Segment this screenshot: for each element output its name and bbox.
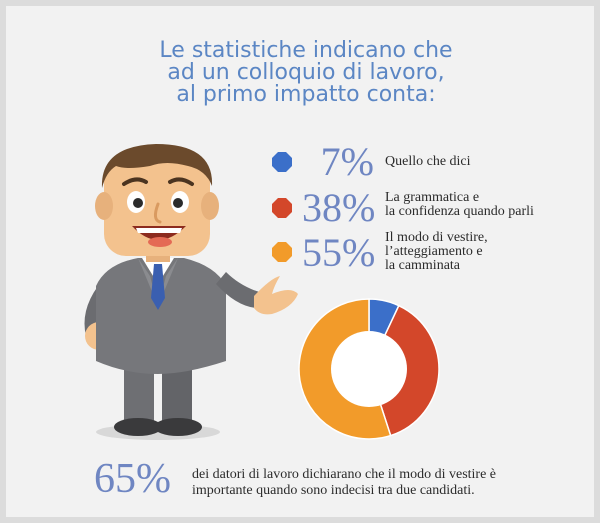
title-line-2: ad un colloquio di lavoro, bbox=[167, 60, 445, 85]
stat-percent: 55% bbox=[302, 230, 376, 275]
stat-description: Quello che dici bbox=[385, 155, 471, 169]
stat-description-line: Il modo di vestire, bbox=[385, 230, 488, 245]
footer-text-line: dei datori di lavoro dichiarano che il m… bbox=[192, 467, 497, 482]
stat-description-line: La grammatica e bbox=[385, 190, 480, 205]
footer-text: dei datori di lavoro dichiarano che il m… bbox=[192, 467, 496, 499]
orange-octagon-icon bbox=[272, 242, 292, 262]
stat-description-line: l’atteggiamento e bbox=[385, 244, 483, 259]
title-line-3: al primo impatto conta: bbox=[176, 82, 436, 107]
red-octagon-icon bbox=[272, 198, 292, 218]
stat-percent: 7% bbox=[320, 139, 374, 184]
stat-row-words: 7% Quello che dici bbox=[272, 142, 592, 194]
donut-hole bbox=[331, 331, 407, 407]
footer-text-line: importante quando sono indecisi tra due … bbox=[192, 483, 475, 498]
businessman-illustration-icon bbox=[84, 144, 298, 440]
stat-description-line: la camminata bbox=[385, 258, 461, 273]
stat-percent: 38% bbox=[302, 185, 376, 230]
stat-row-grammar: 38% La grammatica e la confidenza quando… bbox=[272, 188, 592, 238]
footer-percent: 65% bbox=[94, 456, 171, 502]
stat-description-line: Quello che dici bbox=[385, 154, 471, 169]
title-line-1: Le statistiche indicano che bbox=[159, 38, 453, 63]
stat-row-appearance: 55% Il modo di vestire, l’atteggiamento … bbox=[272, 230, 592, 280]
blue-octagon-icon bbox=[272, 152, 292, 172]
stat-description: La grammatica e la confidenza quando par… bbox=[385, 191, 534, 219]
donut-chart bbox=[298, 298, 440, 440]
page-title: Le statistiche indicano che ad un colloq… bbox=[126, 40, 486, 106]
stat-description-line: la confidenza quando parli bbox=[385, 204, 534, 219]
stat-description: Il modo di vestire, l’atteggiamento e la… bbox=[385, 231, 488, 273]
